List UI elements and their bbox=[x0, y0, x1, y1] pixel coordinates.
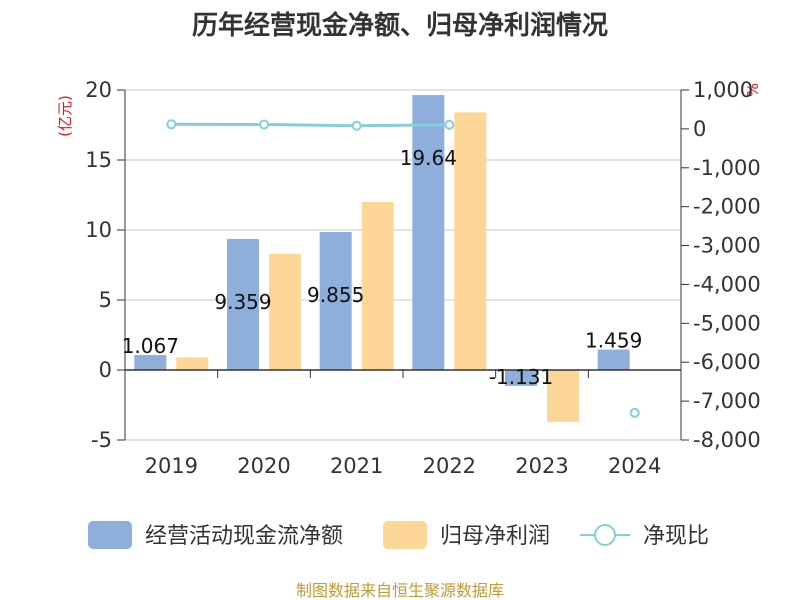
bars bbox=[134, 95, 630, 422]
bar-netprofit[interactable] bbox=[454, 112, 487, 371]
left-axis-tick-label: 20 bbox=[85, 78, 112, 102]
bar-cashflow[interactable] bbox=[505, 370, 537, 386]
legend-label-ratio[interactable]: 净现比 bbox=[643, 524, 709, 549]
ratio-line-segment bbox=[171, 122, 450, 128]
ratio-point[interactable] bbox=[259, 119, 269, 130]
right-axis-tick-label: -7,000 bbox=[693, 389, 761, 413]
data-labels: 1.067 9.359 9.855 19.64 -1.131 1.459 bbox=[122, 146, 643, 389]
right-axis-tick-label: 0 bbox=[693, 117, 706, 141]
left-axis-unit: (亿元) bbox=[56, 95, 74, 137]
ratio-point[interactable] bbox=[351, 120, 362, 131]
bar-cashflow[interactable] bbox=[597, 349, 630, 370]
ratio-line bbox=[166, 119, 640, 418]
legend-swatch-ratio-marker[interactable] bbox=[594, 524, 616, 546]
data-label-cashflow: -1.131 bbox=[489, 365, 553, 389]
left-axis-tick-label: 0 bbox=[99, 358, 112, 382]
bar-cashflow[interactable] bbox=[227, 238, 259, 370]
data-label-cashflow: 1.067 bbox=[122, 334, 179, 358]
right-axis-tick-label: -4,000 bbox=[693, 272, 761, 296]
data-label-cashflow: 9.855 bbox=[307, 283, 364, 307]
x-axis-tick-label: 2022 bbox=[423, 454, 476, 478]
right-axis-tick-label: 1,000 bbox=[693, 78, 753, 102]
left-axis-tick-label: 15 bbox=[85, 148, 112, 172]
right-axis-unit: % bbox=[744, 83, 762, 97]
axes: 20 15 10 5 0 -5 1,000 0 -1,000 -2,000 -3,000 -4,000… bbox=[85, 78, 760, 478]
legend-label-netprofit[interactable]: 归母净利润 bbox=[440, 524, 550, 549]
bar-cashflow[interactable] bbox=[412, 95, 445, 370]
ratio-point[interactable] bbox=[166, 119, 177, 130]
legend-label-cashflow[interactable]: 经营活动现金流净额 bbox=[145, 524, 343, 549]
legend-swatch-cashflow[interactable] bbox=[88, 521, 132, 549]
left-axis-tick-label: 10 bbox=[85, 218, 112, 242]
x-axis-tick-label: 2021 bbox=[330, 454, 383, 478]
gridlines bbox=[125, 89, 681, 441]
legend-swatch-netprofit[interactable] bbox=[383, 521, 427, 549]
right-axis-tick-label: -3,000 bbox=[693, 234, 761, 258]
bar-cashflow[interactable] bbox=[319, 232, 352, 370]
x-axis-tick-label: 2020 bbox=[237, 454, 290, 478]
x-axis-tick-label: 2019 bbox=[145, 454, 198, 478]
right-axis-tick-label: -2,000 bbox=[693, 195, 761, 219]
ratio-point[interactable] bbox=[444, 119, 455, 130]
data-label-cashflow: 1.459 bbox=[585, 329, 642, 353]
legend: 经营活动现金流净额 归母净利润 净现比 bbox=[88, 521, 709, 549]
bar-cashflow[interactable] bbox=[134, 355, 167, 370]
right-axis-tick-label: -8,000 bbox=[693, 428, 761, 452]
bar-netprofit[interactable] bbox=[176, 357, 209, 370]
bar-netprofit[interactable] bbox=[547, 370, 579, 422]
bar-netprofit[interactable] bbox=[269, 253, 301, 370]
bar-netprofit[interactable] bbox=[361, 202, 394, 370]
x-axis-tick-label: 2023 bbox=[515, 454, 568, 478]
ratio-point[interactable] bbox=[629, 407, 640, 418]
right-axis-tick-label: -1,000 bbox=[693, 156, 761, 180]
left-axis-tick-label: -5 bbox=[91, 428, 112, 452]
right-axis-tick-label: -6,000 bbox=[693, 350, 761, 374]
right-axis-tick-label: -5,000 bbox=[693, 311, 761, 335]
data-label-cashflow: 9.359 bbox=[214, 290, 271, 314]
data-label-cashflow: 19.64 bbox=[400, 146, 457, 170]
chart-title: 历年经营现金净额、归母净利润情况 bbox=[192, 10, 608, 41]
x-axis-tick-label: 2024 bbox=[608, 454, 661, 478]
left-axis-tick-label: 5 bbox=[99, 288, 112, 312]
data-source-note: 制图数据来自恒生聚源数据库 bbox=[296, 581, 504, 600]
